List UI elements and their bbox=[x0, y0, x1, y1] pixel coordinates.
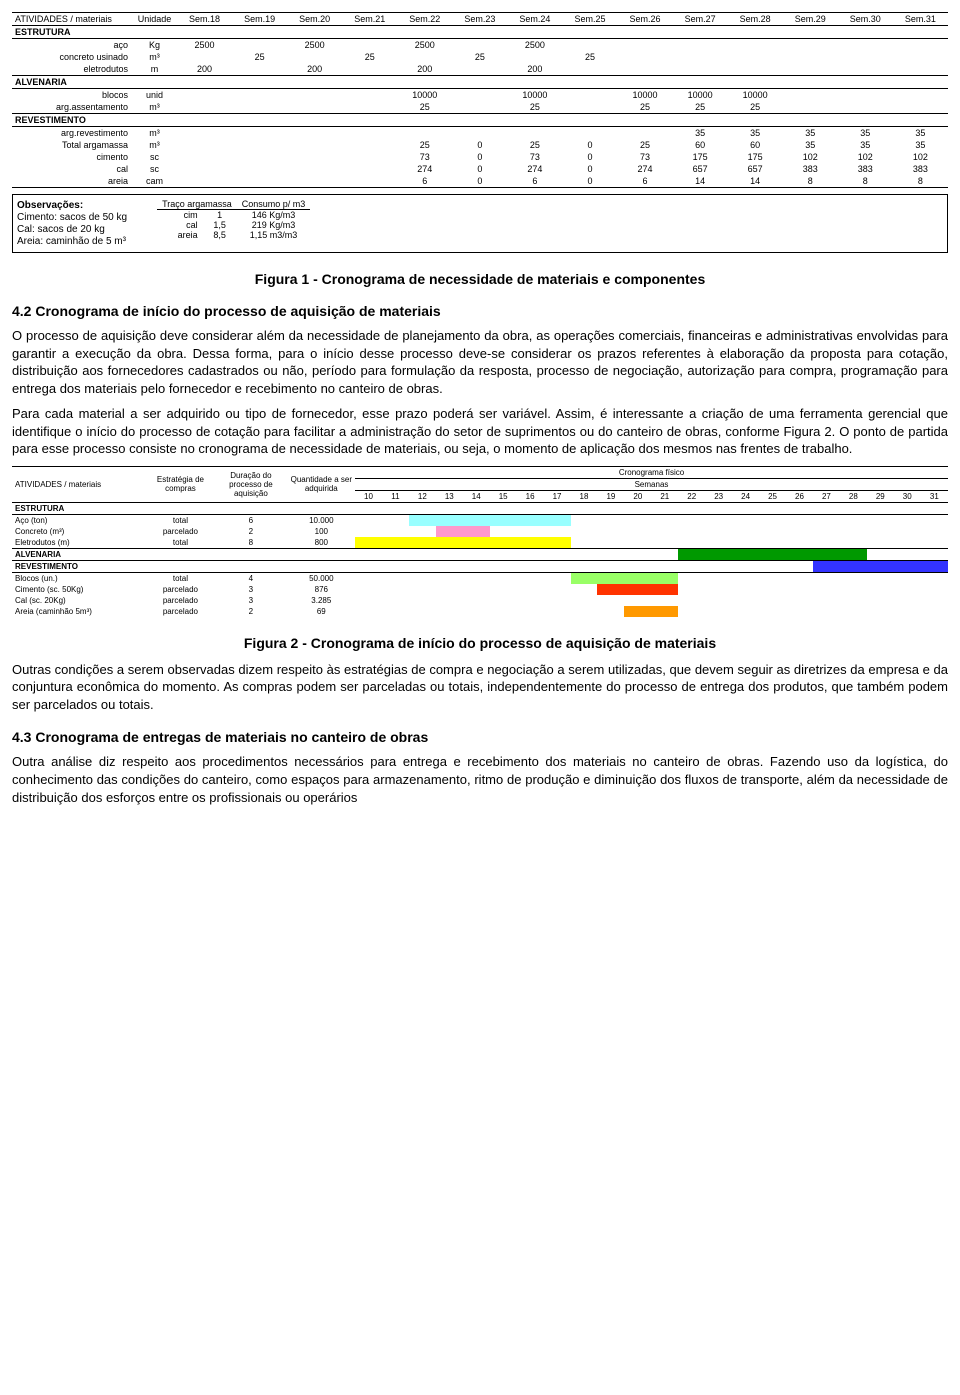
section-heading: 4.2 Cronograma de início do processo de … bbox=[12, 303, 948, 319]
obs-cell: 8,5 bbox=[203, 230, 237, 240]
obs-cell: 1,15 m3/m3 bbox=[237, 230, 311, 240]
obs-th: Traço argamassa bbox=[157, 199, 237, 210]
paragraph: Outras condições a serem observadas dize… bbox=[12, 661, 948, 714]
paragraph: Outra análise diz respeito aos procedime… bbox=[12, 753, 948, 806]
paragraph: O processo de aquisição deve considerar … bbox=[12, 327, 948, 397]
obs-th: Consumo p/ m3 bbox=[237, 199, 311, 210]
obs-cell: 146 Kg/m3 bbox=[237, 210, 311, 221]
obs-title: Observações: bbox=[17, 200, 83, 211]
obs-cell: cim bbox=[157, 210, 203, 221]
obs-cell: 1,5 bbox=[203, 220, 237, 230]
obs-cell: cal bbox=[157, 220, 203, 230]
obs-line: Cal: sacos de 20 kg bbox=[17, 224, 127, 235]
figure-caption: Figura 1 - Cronograma de necessidade de … bbox=[12, 271, 948, 287]
observations-text: Observações: Cimento: sacos de 50 kg Cal… bbox=[17, 199, 127, 248]
obs-line: Cimento: sacos de 50 kg bbox=[17, 212, 127, 223]
paragraph: Para cada material a ser adquirido ou ti… bbox=[12, 405, 948, 458]
obs-cell: 1 bbox=[203, 210, 237, 221]
acquisition-schedule-table: ATIVIDADES / materiaisEstratégia de comp… bbox=[12, 466, 948, 617]
obs-line: Areia: caminhão de 5 m³ bbox=[17, 236, 127, 247]
observations-box: Observações: Cimento: sacos de 50 kg Cal… bbox=[12, 194, 948, 253]
obs-cell: areia bbox=[157, 230, 203, 240]
section-heading: 4.3 Cronograma de entregas de materiais … bbox=[12, 729, 948, 745]
materials-schedule-table: ATIVIDADES / materiaisUnidadeSem.18Sem.1… bbox=[12, 12, 948, 188]
figure-caption: Figura 2 - Cronograma de início do proce… bbox=[12, 635, 948, 651]
observations-table: Traço argamassaConsumo p/ m3 cim1146 Kg/… bbox=[157, 199, 310, 248]
obs-cell: 219 Kg/m3 bbox=[237, 220, 311, 230]
